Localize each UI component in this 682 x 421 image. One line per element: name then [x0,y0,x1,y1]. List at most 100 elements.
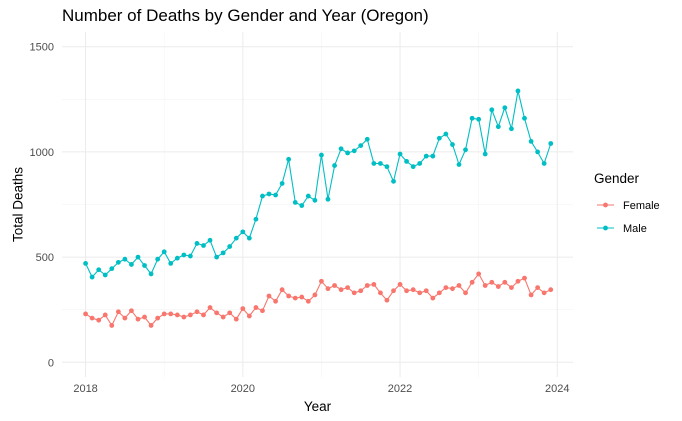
female-data-point [148,323,154,328]
female-data-point [430,295,436,301]
male-data-point [312,197,318,203]
female-data-point [476,271,482,277]
female-data-point [541,290,547,296]
female-data-point [142,314,147,320]
male-data-point [417,161,423,166]
male-data-point [377,161,383,166]
female-data-point [548,287,554,293]
male-data-point [495,124,501,130]
male-data-point [148,271,154,277]
male-data-point [233,235,239,241]
female-data-point [495,284,501,289]
male-data-point [305,193,311,199]
female-data-point [358,288,364,294]
female-data-point [187,312,193,318]
male-data-point [541,161,547,166]
female-data-point [502,279,508,285]
female-data-point [246,313,252,319]
female-data-point [364,283,370,288]
male-data-point [214,254,220,260]
y-axis-title: Total Deaths [11,167,26,242]
female-data-point [423,288,429,294]
legend: Gender Female Male [594,171,660,235]
male-data-point [332,163,337,168]
male-data-point [502,105,508,111]
legend-label-male: Male [623,223,647,235]
female-data-point [266,293,272,299]
y-tick-label: 0 [48,357,54,369]
female-data-point [273,298,278,304]
female-data-point [489,279,495,285]
male-data-point [187,253,193,259]
female-data-point [161,311,167,317]
axes: 2018 2020 2022 2024 0 500 1000 1500 [30,42,570,395]
female-data-point [115,309,121,315]
female-data-point [253,305,259,310]
male-data-point [358,143,364,148]
male-data-point [436,135,442,141]
male-data-point [273,192,278,198]
male-data-point [371,161,377,166]
male-data-point [522,115,527,121]
female-data-point [397,282,403,287]
female-data-point [469,279,475,285]
female-data-point [174,312,180,318]
male-data-point [489,107,495,113]
x-tick-label: 2024 [545,383,569,395]
male-data-point [135,254,141,260]
male-data-point [463,147,468,153]
male-data-point [129,262,134,267]
male-data-point [345,150,351,156]
male-data-point [220,250,226,256]
y-tick-label: 500 [36,252,54,264]
female-data-point [528,292,534,298]
chart-title: Number of Deaths by Gender and Year (Ore… [62,6,429,25]
female-data-point [522,275,527,281]
male-data-point [404,158,409,164]
male-data-point [207,237,213,243]
male-data-point [456,162,462,167]
male-data-point [253,216,259,222]
female-data-point [391,288,396,294]
female-data-point [102,312,108,318]
male-data-point [410,164,416,170]
female-data-point [312,292,318,298]
male-data-point [515,88,521,94]
male-data-point [476,116,482,122]
female-data-point [207,305,213,310]
x-tick-label: 2020 [231,383,255,395]
male-data-point [338,146,344,152]
series-layer [83,88,554,328]
male-data-point [469,115,475,121]
x-axis-title: Year [304,399,332,414]
female-data-point [240,306,246,312]
male-data-point [115,259,121,265]
male-data-point [155,256,161,262]
female-data-point [181,314,187,320]
male-data-point [96,267,102,273]
female-data-point [404,288,409,294]
female-data-point [155,315,161,321]
x-tick-label: 2018 [73,383,97,395]
male-data-point [430,153,436,159]
female-data-point [201,312,206,318]
female-data-point [129,308,134,314]
male-data-point [266,191,272,197]
female-data-point [345,285,351,290]
male-data-point [391,178,396,184]
female-data-point [279,287,285,293]
female-data-point [443,285,449,290]
female-data-point [260,308,265,314]
male-data-point [482,151,488,157]
female-data-point [89,315,95,321]
female-data-point [450,286,455,292]
male-data-point [397,151,403,157]
male-data-point [109,266,115,272]
female-data-point [227,310,233,316]
male-data-point [161,249,167,255]
male-data-point [168,261,174,266]
female-data-point [509,285,514,290]
male-data-point [548,141,554,146]
male-data-point [246,235,252,241]
